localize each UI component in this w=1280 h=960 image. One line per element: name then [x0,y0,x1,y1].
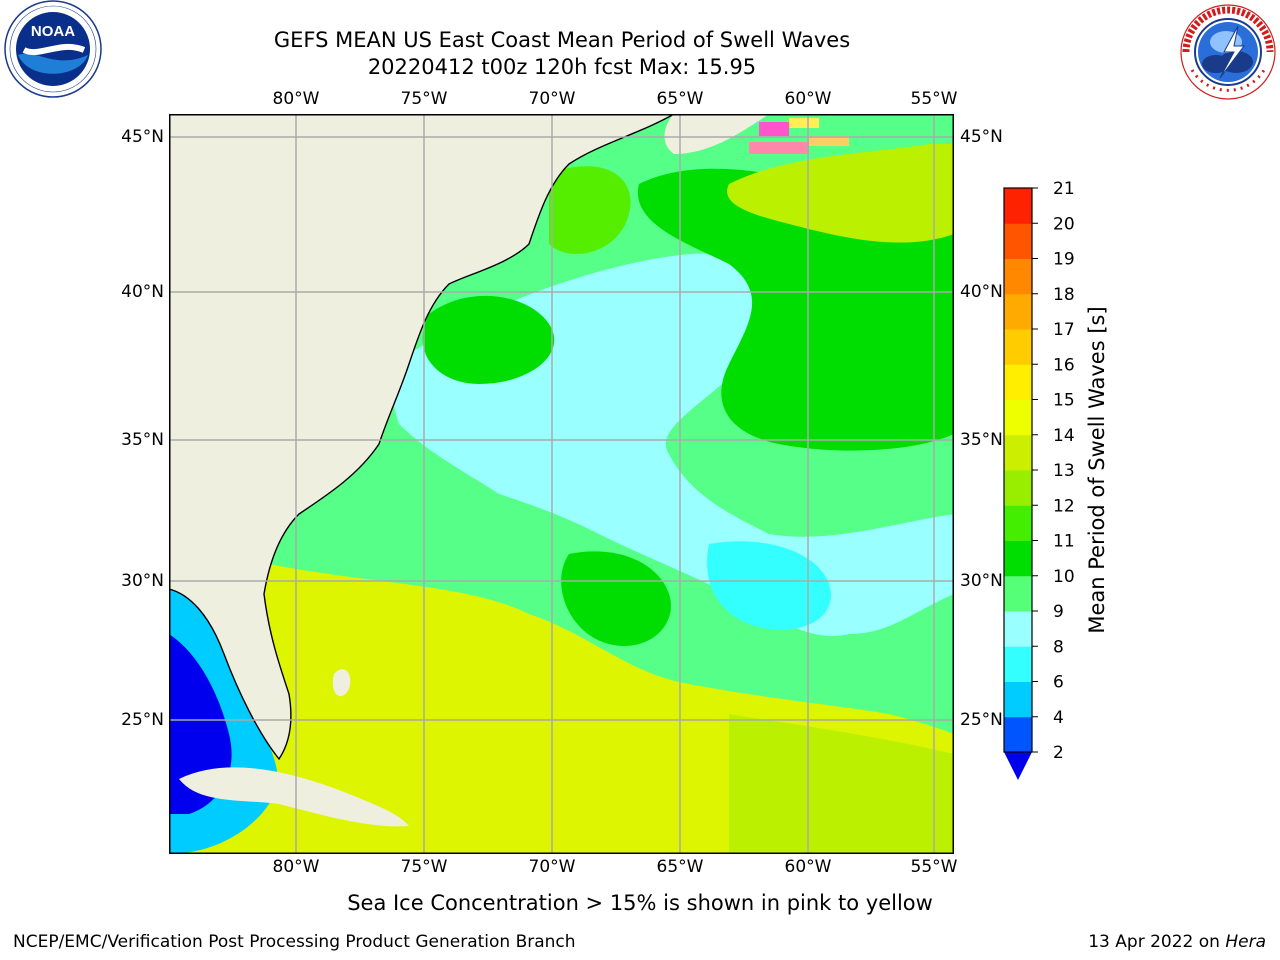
colorbar-swatch [1004,399,1032,436]
lon-label-top-65w: 65°W [656,89,704,109]
colorbar-tick-label: 12 [1053,496,1075,516]
colorbar-swatch [1004,646,1032,682]
colorbar-swatch [1004,329,1032,365]
colorbar-tick-label: 8 [1053,637,1064,657]
colorbar-extend-arrow [1004,752,1032,780]
lon-label-bottom-65w: 65°W [656,857,704,877]
colorbar-tick-label: 11 [1053,532,1075,552]
lon-label-top-60w: 60°W [784,89,832,109]
region-period-12-north [727,144,954,243]
colorbar-tick-label: 21 [1053,180,1075,199]
colorbar-swatch [1004,716,1032,753]
colorbar-tick-label: 13 [1053,461,1075,481]
region-period-12-southeast [729,714,954,854]
region-period-11-central [561,551,671,646]
lon-label-top-55w: 55°W [910,89,958,109]
colorbar-swatch [1004,611,1032,647]
colorbar-tick-label: 16 [1053,355,1075,375]
colorbar-tick-label: 20 [1053,214,1075,234]
lon-label-bottom-70w: 70°W [528,857,576,877]
colorbar-tick-label: 15 [1053,391,1075,411]
land-bahamas [332,669,351,697]
sea-ice-patch [789,118,819,128]
colorbar-label: Mean Period of Swell Waves [s] [1085,306,1109,634]
colorbar-swatch [1004,681,1032,718]
colorbar-swatch [1004,540,1032,577]
colorbar-tick-label: 6 [1053,673,1064,693]
noaa-logo-text: NOAA [31,23,75,40]
sea-ice-patch [759,122,789,136]
colorbar-tick-label: 19 [1053,250,1075,270]
swell-period-map [169,114,954,854]
colorbar-swatch [1004,470,1032,506]
lon-label-top-70w: 70°W [528,89,576,109]
lat-label-right-30n: 30°N [960,571,1003,591]
lon-label-bottom-55w: 55°W [910,857,958,877]
coastline [169,114,675,761]
lon-label-bottom-75w: 75°W [400,857,448,877]
lat-label-right-25n: 25°N [960,710,1003,730]
region-period-6 [707,541,831,630]
region-period-11-gulf-of-maine [549,166,631,254]
colorbar-tick-label: 14 [1053,426,1075,446]
colorbar-tick-label: 18 [1053,285,1075,305]
colorbar-tick-label: 2 [1053,743,1064,763]
lon-label-bottom-80w: 80°W [272,857,320,877]
colorbar-tick-label: 9 [1053,602,1064,622]
chart-title: GEFS MEAN US East Coast Mean Period of S… [273,28,851,52]
colorbar-tick-label: 4 [1053,708,1064,728]
colorbar-tick-label: 10 [1053,567,1075,587]
colorbar-swatch [1004,258,1032,295]
colorbar-tick-label: 17 [1053,320,1075,340]
lon-label-top-80w: 80°W [272,89,320,109]
lon-label-top-75w: 75°W [400,89,448,109]
colorbar-swatch [1004,293,1032,330]
run-machine: Hera [1225,932,1266,952]
lat-label-left-30n: 30°N [121,571,164,591]
colorbar-swatches [1004,188,1032,753]
noaa-logo-icon: NOAA [4,0,102,98]
chart-subtitle: 20220412 t00z 120h fcst Max: 15.95 [367,55,757,79]
colorbar-ticks: 2 4 6 8 9 10 11 12 13 14 15 16 17 18 19 20 21 [1032,180,1075,763]
graticule [169,114,954,854]
lat-label-right-40n: 40°N [960,282,1003,302]
run-date: 13 Apr 2022 on Hera [1088,932,1266,952]
lat-label-right-45n: 45°N [960,127,1003,147]
lon-label-bottom-60w: 60°W [784,857,832,877]
lat-label-left-35n: 35°N [121,430,164,450]
colorbar-swatch [1004,188,1032,224]
map-frame [169,114,954,854]
nws-logo-icon [1180,4,1276,100]
run-date-text: 13 Apr 2022 on [1088,932,1226,952]
credit-text: NCEP/EMC/Verification Post Processing Pr… [13,932,576,952]
lat-label-left-40n: 40°N [121,282,164,302]
land-cuba [179,767,409,827]
lat-label-left-25n: 25°N [121,710,164,730]
colorbar-swatch [1004,575,1032,612]
colorbar-swatch [1004,505,1032,541]
colorbar-swatch [1004,364,1032,400]
sea-ice-patch [809,136,849,146]
colorbar: 2 4 6 8 9 10 11 12 13 14 15 16 17 18 19 20 21 [1003,180,1075,780]
lat-label-right-35n: 35°N [960,430,1003,450]
sea-ice-patch [749,142,809,154]
colorbar-swatch [1004,434,1032,471]
land-nova-scotia [664,114,769,154]
region-period-10-midatlantic [422,295,555,384]
sea-ice-note: Sea Ice Concentration > 15% is shown in … [347,891,933,915]
colorbar-swatch [1004,223,1032,259]
lat-label-left-45n: 45°N [121,127,164,147]
